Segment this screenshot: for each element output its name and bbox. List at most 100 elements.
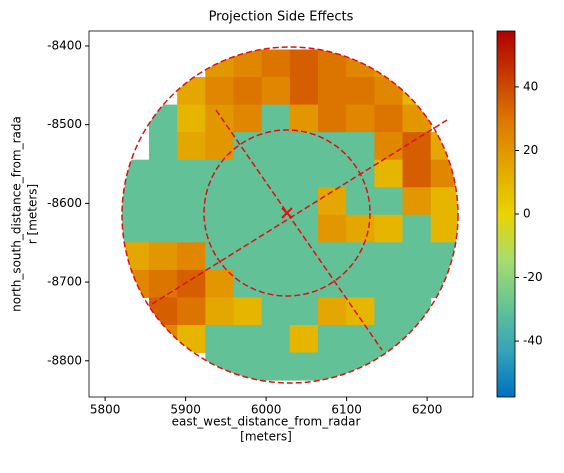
cell — [177, 159, 206, 188]
cell — [430, 132, 458, 161]
cell — [205, 187, 235, 216]
cell — [346, 269, 375, 298]
y-tick-label: -8600 — [47, 196, 82, 210]
cell — [402, 187, 432, 216]
cell — [233, 324, 263, 354]
cell — [261, 297, 291, 326]
cell — [289, 352, 319, 381]
cell — [346, 132, 375, 161]
cell — [346, 104, 375, 133]
cell — [261, 214, 291, 243]
cell — [177, 297, 206, 326]
colorbar-tick-label: 0 — [523, 207, 531, 221]
cell — [374, 352, 404, 381]
y-tick-label: -8700 — [47, 275, 82, 289]
cell — [318, 214, 347, 243]
cell — [205, 77, 235, 106]
cell — [402, 77, 432, 106]
x-tick-label: 6100 — [331, 403, 362, 417]
beam-line — [215, 109, 383, 351]
cell — [177, 104, 206, 133]
cell — [177, 132, 206, 161]
cell — [374, 104, 404, 133]
cell — [402, 242, 432, 271]
cell — [346, 77, 375, 106]
colorbar-tick-label: -20 — [523, 270, 543, 284]
cell — [261, 269, 291, 298]
cell — [261, 324, 291, 354]
cell — [205, 269, 235, 298]
cell — [233, 214, 263, 243]
cell — [177, 269, 206, 298]
cell — [205, 352, 235, 381]
colorbar-tick-label: 20 — [523, 143, 538, 157]
cell — [318, 49, 347, 78]
cell — [261, 77, 291, 106]
cell — [261, 159, 291, 188]
cell — [148, 214, 178, 243]
cell — [318, 104, 347, 133]
x-tick-label: 6000 — [251, 403, 282, 417]
cell — [177, 214, 206, 243]
cell — [318, 159, 347, 188]
y-axis-label: r [meters] — [26, 184, 40, 244]
plot-frame — [88, 30, 474, 398]
x-tick-label: 6200 — [412, 403, 443, 417]
colorbar-tick-label: 40 — [523, 79, 538, 93]
cell — [402, 132, 432, 161]
cell — [233, 269, 263, 298]
cell — [177, 77, 206, 106]
cell — [148, 132, 178, 161]
cell — [148, 242, 178, 271]
cell — [289, 297, 319, 326]
cell — [374, 269, 404, 298]
cell — [402, 324, 432, 354]
cell — [261, 352, 291, 381]
cell — [346, 352, 375, 381]
cell — [346, 297, 375, 326]
cell — [205, 324, 235, 354]
cell — [374, 187, 404, 216]
cell — [374, 49, 404, 78]
cell — [402, 159, 432, 188]
chart-title: Projection Side Effects — [209, 10, 354, 25]
cell — [233, 49, 263, 78]
x-tick-label: 5900 — [170, 403, 201, 417]
cell — [318, 324, 347, 354]
y-axis-label: north_south_distance_from_rada — [10, 116, 24, 312]
cell — [205, 297, 235, 326]
y-tick-label: -8500 — [47, 117, 82, 131]
cell — [233, 187, 263, 216]
cell — [430, 269, 458, 298]
colorbar-tick-label: -40 — [523, 334, 543, 348]
x-axis-label: east_west_distance_from_radar — [172, 415, 361, 429]
cell — [318, 352, 347, 381]
cell — [318, 77, 347, 106]
cell — [289, 187, 319, 216]
cell — [374, 77, 404, 106]
cell — [233, 104, 263, 133]
cell — [233, 77, 263, 106]
cell — [261, 49, 291, 78]
cell — [430, 159, 458, 188]
cell — [402, 214, 432, 243]
cell — [261, 242, 291, 271]
cell — [261, 132, 291, 161]
cell — [374, 159, 404, 188]
cell — [346, 214, 375, 243]
cell — [318, 269, 347, 298]
cell — [148, 324, 178, 354]
cell — [122, 187, 150, 216]
cell — [233, 242, 263, 271]
x-tick-label: 5800 — [90, 403, 121, 417]
cell — [177, 324, 206, 354]
cell — [374, 214, 404, 243]
cell — [233, 352, 263, 381]
beam-line — [151, 119, 448, 305]
cell — [205, 132, 235, 161]
cell — [233, 159, 263, 188]
cell — [289, 104, 319, 133]
cell — [374, 297, 404, 326]
cell — [374, 324, 404, 354]
